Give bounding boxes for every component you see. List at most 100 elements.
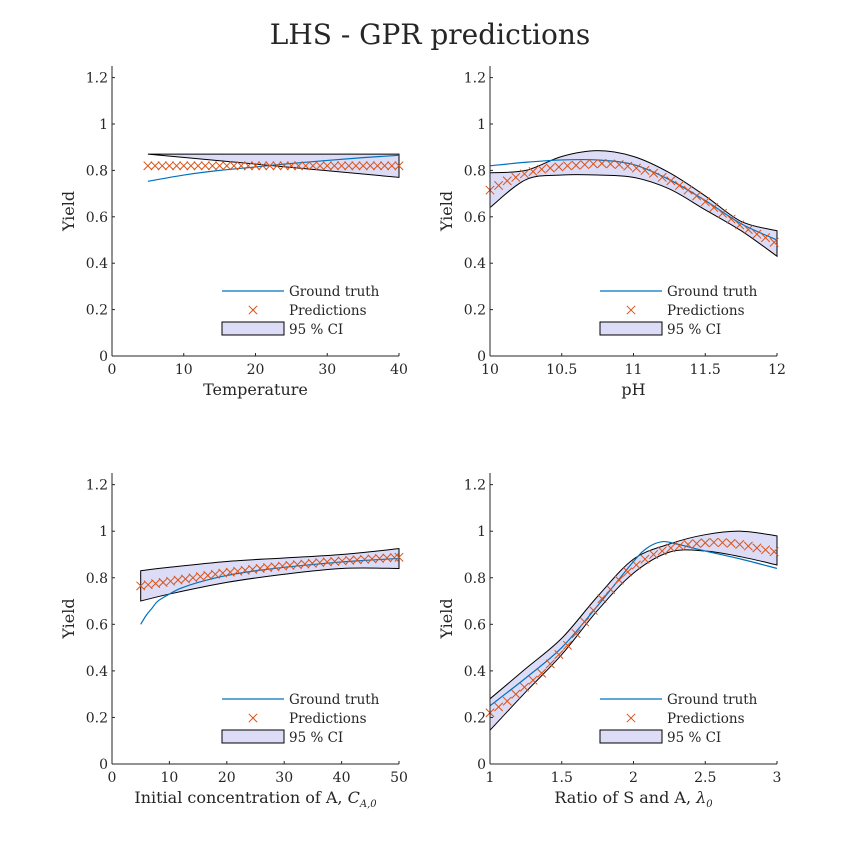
x-tick-label: 10 <box>160 770 178 786</box>
subplot-3: 0 10 20 30 40 50 0 0.2 0.4 0.6 0.8 1 1.2 Initial conc… <box>59 473 408 810</box>
prediction-cross-stroke <box>709 537 719 547</box>
prediction-point <box>394 161 404 171</box>
x-axis-label-text: Initial concentration of A, <box>134 788 347 807</box>
x-tick-label: 10 <box>481 362 499 378</box>
prediction-cross-stroke <box>626 713 636 723</box>
prediction-point <box>605 159 616 169</box>
prediction-point <box>554 650 564 660</box>
prediction-point <box>222 161 232 171</box>
prediction-cross-stroke <box>143 161 153 171</box>
prediction-cross-stroke <box>236 161 246 171</box>
x-tick-label: 10 <box>175 362 193 378</box>
prediction-point <box>229 161 239 171</box>
prediction-point <box>265 161 275 171</box>
prediction-point <box>207 161 218 171</box>
prediction-cross-stroke <box>233 566 243 576</box>
prediction-cross-stroke <box>666 543 676 553</box>
prediction-point <box>562 161 573 171</box>
prediction-cross-stroke <box>215 161 225 171</box>
prediction-point <box>735 539 745 550</box>
prediction-point <box>225 567 235 577</box>
prediction-cross-stroke <box>554 650 564 660</box>
x-tick-label: 1 <box>486 770 495 786</box>
y-tick-label: 1.2 <box>86 71 108 87</box>
y-axis-label: Yield <box>59 191 78 232</box>
prediction-point <box>233 566 243 576</box>
prediction-point <box>692 191 702 201</box>
x-axis-label-text: pH <box>621 380 645 399</box>
y-axis-label: Yield <box>59 598 78 639</box>
prediction-point <box>735 220 745 230</box>
prediction-point <box>382 553 392 563</box>
y-tick-label: 0.8 <box>464 571 486 587</box>
prediction-cross-stroke <box>207 161 218 171</box>
prediction-point <box>597 158 607 168</box>
y-tick-label: 0 <box>99 757 108 773</box>
legend: Ground truth Predictions 95 % CI <box>221 692 380 746</box>
prediction-cross-stroke <box>394 161 404 171</box>
prediction-point <box>649 168 659 178</box>
prediction-point <box>285 560 295 570</box>
legend-predictions-swatch <box>626 713 636 723</box>
prediction-point <box>307 558 317 568</box>
prediction-point <box>164 161 174 171</box>
ground-truth-line <box>147 154 400 182</box>
prediction-cross-stroke <box>210 569 220 579</box>
prediction-point <box>240 565 250 575</box>
x-tick-label: 12 <box>768 362 786 378</box>
y-tick-label: 0.2 <box>464 710 486 726</box>
prediction-cross-stroke <box>394 552 404 562</box>
prediction-cross-stroke <box>717 538 728 548</box>
prediction-cross-stroke <box>372 161 383 171</box>
y-tick-label: 0 <box>477 349 486 365</box>
prediction-cross-stroke <box>528 167 538 177</box>
prediction-point <box>709 202 719 213</box>
prediction-cross-stroke <box>365 161 375 171</box>
prediction-point <box>308 161 318 171</box>
prediction-point <box>571 160 581 170</box>
y-tick-label: 0.4 <box>86 256 108 272</box>
legend-predictions-swatch <box>248 305 258 315</box>
prediction-point <box>203 570 213 580</box>
prediction-cross-stroke <box>279 161 289 171</box>
prediction-point <box>143 580 153 590</box>
subplot-1: 0 10 20 30 40 0 0.2 0.4 0.6 0.8 1 1.2 Temperature Yie… <box>59 66 408 399</box>
prediction-point <box>649 549 659 560</box>
prediction-cross-stroke <box>502 176 512 186</box>
prediction-point <box>179 161 189 171</box>
prediction-cross-stroke <box>588 605 598 615</box>
prediction-cross-stroke <box>519 169 529 179</box>
x-tick-label: 20 <box>218 770 236 786</box>
prediction-point <box>666 176 676 186</box>
prediction-point <box>279 161 289 171</box>
prediction-point <box>743 225 753 235</box>
prediction-cross-stroke <box>337 556 347 566</box>
prediction-point <box>683 539 693 550</box>
prediction-cross-stroke <box>571 629 581 639</box>
prediction-point <box>528 167 538 177</box>
prediction-point <box>674 541 684 551</box>
y-tick-label: 1 <box>99 117 108 133</box>
prediction-cross-stroke <box>494 180 504 191</box>
x-tick-label: 0 <box>108 770 117 786</box>
y-tick-label: 0.2 <box>464 303 486 319</box>
prediction-point <box>292 560 302 570</box>
legend-predictions-label: Predictions <box>289 303 367 319</box>
prediction-cross-stroke <box>511 689 521 699</box>
prediction-cross-stroke <box>626 305 636 315</box>
prediction-point <box>709 537 719 547</box>
x-axis-label-symbol: C <box>348 788 360 807</box>
prediction-cross-stroke <box>248 713 258 723</box>
prediction-cross-stroke <box>193 161 203 171</box>
prediction-cross-stroke <box>735 539 745 550</box>
prediction-cross-stroke <box>700 538 710 548</box>
prediction-cross-stroke <box>293 161 304 171</box>
prediction-point <box>640 165 650 175</box>
x-tick-label: 20 <box>247 362 265 378</box>
prediction-cross-stroke <box>640 554 650 564</box>
prediction-cross-stroke <box>537 164 547 174</box>
y-tick-label: 1 <box>477 117 486 133</box>
figure-title: LHS - GPR predictions <box>270 18 591 51</box>
prediction-point <box>752 543 762 553</box>
